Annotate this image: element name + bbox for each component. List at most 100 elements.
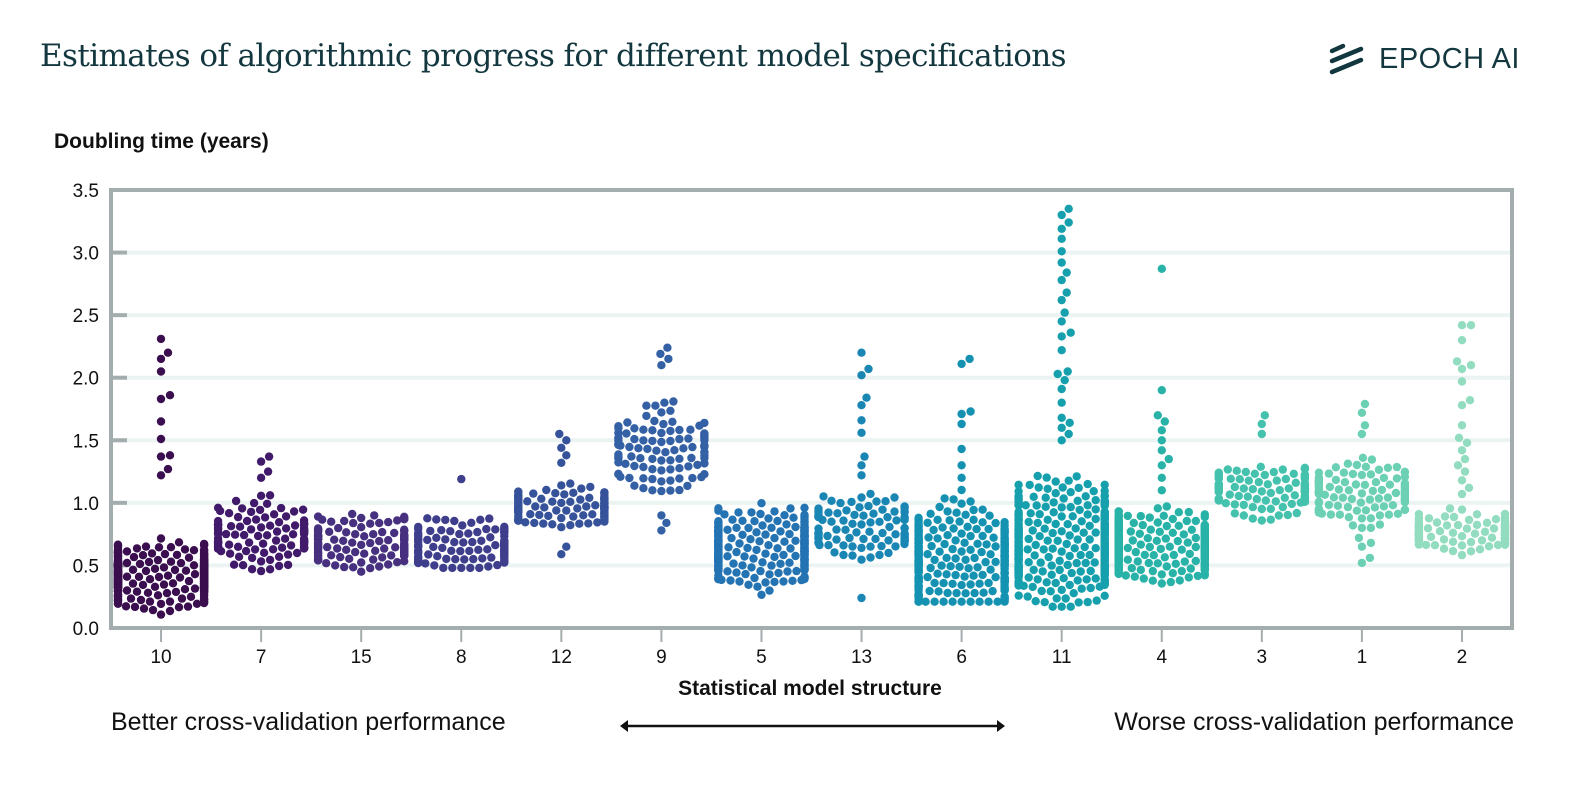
data-point — [165, 606, 175, 616]
data-point — [552, 506, 561, 515]
data-point — [1464, 515, 1474, 525]
data-point — [827, 496, 836, 505]
data-point — [351, 530, 360, 539]
data-point — [930, 578, 939, 588]
data-point — [852, 528, 861, 537]
data-point — [384, 536, 393, 545]
data-point — [333, 544, 342, 553]
data-point — [890, 493, 899, 502]
data-point — [824, 508, 833, 517]
data-point — [949, 495, 958, 504]
data-point — [1187, 525, 1197, 534]
data-point — [770, 533, 779, 543]
data-point — [961, 555, 970, 564]
data-point — [224, 540, 234, 549]
data-point — [1156, 544, 1166, 554]
data-point — [1064, 218, 1073, 227]
data-point — [1392, 462, 1402, 472]
data-point — [1360, 421, 1370, 430]
data-point — [562, 451, 571, 460]
data-point — [866, 489, 875, 499]
data-point — [162, 588, 172, 598]
data-point — [1149, 551, 1159, 560]
data-point — [979, 588, 988, 597]
data-point — [360, 532, 369, 541]
data-point — [1291, 478, 1301, 487]
data-point — [750, 517, 759, 526]
y-tick-label: 0.5 — [73, 556, 99, 577]
data-point — [1130, 572, 1140, 581]
data-point — [274, 561, 284, 571]
data-point — [1100, 480, 1109, 489]
data-point — [190, 584, 200, 593]
data-point — [174, 603, 184, 612]
data-point — [981, 557, 990, 567]
data-point — [1351, 480, 1361, 489]
data-point — [1186, 564, 1196, 573]
data-point — [336, 552, 345, 562]
data-point — [1000, 518, 1009, 527]
data-point — [1046, 587, 1055, 596]
data-point — [991, 518, 1000, 528]
data-point — [765, 570, 774, 579]
data-point — [1452, 357, 1462, 366]
data-point — [170, 565, 180, 575]
data-point — [1100, 591, 1109, 600]
data-point — [544, 511, 553, 521]
data-point — [557, 458, 566, 467]
data-point — [663, 343, 672, 352]
data-point — [327, 551, 336, 560]
data-point — [1100, 507, 1109, 517]
data-point — [1314, 504, 1324, 514]
data-point — [1057, 210, 1066, 220]
data-point — [639, 474, 648, 483]
data-point — [357, 567, 366, 576]
data-point — [1348, 469, 1358, 479]
data-point — [864, 364, 873, 374]
data-point — [643, 444, 652, 454]
data-point — [1191, 542, 1201, 552]
data-point — [190, 570, 200, 579]
data-point — [276, 503, 286, 513]
data-point — [1489, 524, 1499, 533]
data-point — [171, 587, 181, 597]
data-point — [972, 524, 981, 534]
data-point — [1057, 527, 1066, 536]
data-point — [866, 518, 875, 527]
data-point — [1169, 550, 1179, 560]
data-point — [970, 553, 979, 563]
data-point — [923, 550, 932, 559]
data-point — [1432, 518, 1442, 527]
data-point — [121, 602, 131, 611]
swarm-series-2 — [1414, 321, 1510, 560]
data-point — [686, 425, 695, 434]
data-point — [247, 553, 257, 563]
data-point — [357, 513, 366, 523]
data-point — [989, 533, 998, 542]
data-point — [949, 524, 958, 533]
data-point — [1148, 566, 1158, 576]
data-point — [473, 527, 482, 537]
data-point — [1092, 596, 1101, 605]
data-point — [393, 516, 402, 525]
data-point — [238, 561, 248, 570]
data-point — [1357, 523, 1367, 533]
data-point — [1162, 562, 1172, 571]
data-point — [588, 510, 597, 519]
data-point — [892, 516, 901, 525]
data-point — [1153, 559, 1163, 568]
data-point — [866, 553, 875, 562]
data-point — [779, 550, 788, 560]
data-point — [1347, 494, 1357, 504]
data-point — [138, 551, 148, 560]
data-point — [1081, 558, 1090, 568]
data-point — [1292, 508, 1302, 518]
data-point — [1457, 377, 1467, 386]
data-point — [832, 525, 841, 534]
data-point — [1385, 480, 1395, 489]
data-point — [929, 525, 938, 535]
data-point — [1079, 528, 1088, 537]
data-point — [1057, 602, 1066, 611]
data-point — [925, 586, 934, 596]
data-point — [926, 509, 935, 518]
